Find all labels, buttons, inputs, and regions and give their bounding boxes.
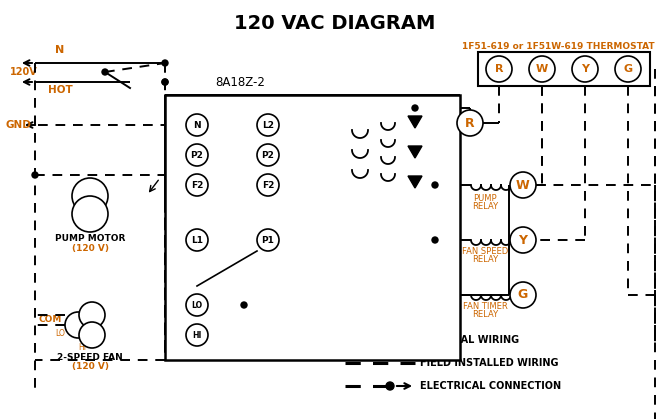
- Text: RELAY: RELAY: [265, 326, 289, 336]
- Circle shape: [510, 227, 536, 253]
- Text: G: G: [624, 64, 632, 74]
- Circle shape: [79, 302, 105, 328]
- Circle shape: [65, 312, 91, 338]
- Text: FAN: FAN: [212, 305, 226, 315]
- Bar: [165, 95, 460, 360]
- Text: ELECTRICAL CONNECTION: ELECTRICAL CONNECTION: [420, 381, 561, 391]
- Polygon shape: [408, 176, 422, 188]
- Text: HI: HI: [192, 331, 202, 339]
- Circle shape: [257, 229, 279, 251]
- Text: P2: P2: [261, 150, 275, 160]
- Text: PUMP MOTOR: PUMP MOTOR: [55, 233, 125, 243]
- Text: (120 V): (120 V): [72, 243, 109, 253]
- Circle shape: [510, 282, 536, 308]
- Polygon shape: [408, 146, 422, 158]
- Circle shape: [386, 382, 394, 390]
- Text: F2: F2: [191, 181, 203, 189]
- Text: 240V: 240V: [281, 181, 302, 189]
- Circle shape: [32, 172, 38, 178]
- Text: PUMP: PUMP: [282, 232, 304, 241]
- Circle shape: [162, 79, 168, 85]
- Circle shape: [162, 60, 168, 66]
- Circle shape: [432, 237, 438, 243]
- Text: RELAY: RELAY: [472, 255, 498, 264]
- Circle shape: [72, 178, 108, 214]
- Circle shape: [432, 182, 438, 188]
- Text: 120V: 120V: [210, 150, 232, 160]
- Text: Y: Y: [519, 233, 527, 246]
- Text: RELAY: RELAY: [472, 310, 498, 319]
- Circle shape: [186, 114, 208, 136]
- Text: FAN: FAN: [265, 308, 279, 318]
- Circle shape: [572, 56, 598, 82]
- Text: TIMER: TIMER: [265, 318, 289, 326]
- Text: 120 VAC DIAGRAM: 120 VAC DIAGRAM: [234, 14, 436, 33]
- Text: P2: P2: [190, 150, 204, 160]
- Text: 2-SPEED FAN: 2-SPEED FAN: [57, 352, 123, 362]
- Text: G: G: [518, 289, 528, 302]
- Text: RELAY: RELAY: [472, 202, 498, 211]
- Text: 240V: 240V: [281, 150, 302, 160]
- Text: F2: F2: [262, 181, 274, 189]
- Text: HOT: HOT: [48, 85, 72, 95]
- Circle shape: [510, 172, 536, 198]
- Bar: [478, 52, 650, 86]
- Text: N: N: [56, 45, 64, 55]
- Circle shape: [162, 79, 168, 85]
- Text: 120V: 120V: [210, 121, 232, 129]
- Text: FAN TIMER: FAN TIMER: [462, 302, 507, 311]
- Text: 8A18Z-2: 8A18Z-2: [215, 76, 265, 89]
- Circle shape: [186, 229, 208, 251]
- Text: PUMP: PUMP: [473, 194, 497, 203]
- Text: R: R: [494, 64, 503, 74]
- Text: W: W: [536, 64, 548, 74]
- Text: 120V: 120V: [210, 181, 232, 189]
- Text: LO: LO: [55, 328, 65, 337]
- Circle shape: [257, 144, 279, 166]
- Circle shape: [615, 56, 641, 82]
- Circle shape: [257, 174, 279, 196]
- Text: COM: COM: [39, 316, 62, 324]
- Circle shape: [412, 105, 418, 111]
- Circle shape: [186, 144, 208, 166]
- Text: FAN SPEED: FAN SPEED: [462, 247, 508, 256]
- Circle shape: [529, 56, 555, 82]
- Text: LO SPEED: LO SPEED: [212, 295, 249, 305]
- Text: 1F51-619 or 1F51W-619 THERMOSTAT: 1F51-619 or 1F51W-619 THERMOSTAT: [462, 41, 655, 51]
- Text: HI: HI: [78, 344, 86, 352]
- Text: LO: LO: [192, 300, 202, 310]
- Text: RELAY: RELAY: [282, 241, 306, 251]
- Text: HI SPEED: HI SPEED: [212, 326, 247, 334]
- Text: GND: GND: [5, 120, 31, 130]
- Circle shape: [79, 322, 105, 348]
- Text: (120 V): (120 V): [72, 362, 109, 372]
- Circle shape: [186, 174, 208, 196]
- Text: INTERNAL WIRING: INTERNAL WIRING: [420, 335, 519, 345]
- Circle shape: [457, 110, 483, 136]
- Text: Y: Y: [581, 64, 589, 74]
- Text: 240V: 240V: [281, 121, 302, 129]
- Circle shape: [241, 302, 247, 308]
- Circle shape: [257, 114, 279, 136]
- Text: N: N: [193, 121, 201, 129]
- Circle shape: [186, 294, 208, 316]
- Text: L1: L1: [191, 235, 203, 245]
- Text: W: W: [516, 178, 530, 191]
- Circle shape: [72, 196, 108, 232]
- Text: P1: P1: [261, 235, 275, 245]
- Polygon shape: [408, 116, 422, 128]
- Circle shape: [486, 56, 512, 82]
- Text: R: R: [465, 116, 475, 129]
- Text: 120V: 120V: [10, 67, 38, 77]
- Circle shape: [102, 69, 108, 75]
- Text: FIELD INSTALLED WIRING: FIELD INSTALLED WIRING: [420, 358, 559, 368]
- Text: FAN: FAN: [212, 336, 226, 344]
- Circle shape: [186, 324, 208, 346]
- Text: L2: L2: [262, 121, 274, 129]
